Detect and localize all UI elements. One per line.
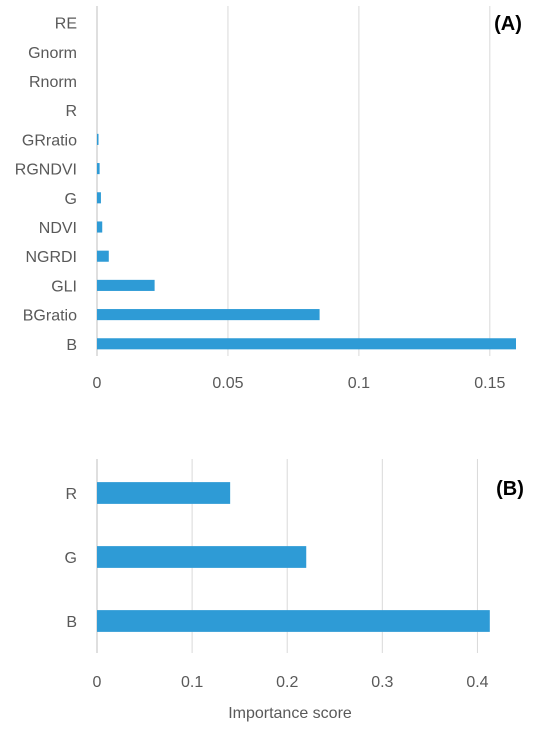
category-label-a-b: B [66,337,77,354]
category-label-a-grratio: GRratio [22,132,77,149]
bar-b-b [97,610,490,632]
x-tick-label-a-2: 0.1 [348,375,370,392]
bar-a-rgndvi [97,163,100,175]
x-tick-label-b-1: 0.1 [181,674,203,691]
category-label-b-b: B [66,614,77,631]
bar-b-g [97,546,307,568]
x-axis-title-b: Importance score [228,705,352,722]
category-label-a-r: R [65,103,77,120]
category-label-b-g: G [65,550,77,567]
chart-panel-b: R G B 0 0.1 0.2 0.3 0.4 (B) Importance score [65,459,524,722]
x-tick-label-b-2: 0.2 [276,674,298,691]
category-label-a-gnorm: Gnorm [28,45,77,62]
bar-a-ndvi [97,221,103,233]
chart-panel-a: RE Gnorm Rnorm R GRratio RGNDVI G NDVI NGRDI GLI B… [15,6,522,392]
bar-a-g [97,192,101,204]
panel-label-b: (B) [496,478,524,500]
category-label-a-gli: GLI [51,278,77,295]
bar-a-gli [97,279,155,291]
category-label-a-rnorm: Rnorm [29,74,77,91]
bar-a-b [97,338,516,350]
x-tick-label-b-3: 0.3 [371,674,393,691]
category-label-b-r: R [65,486,77,503]
bar-b-r [97,482,231,504]
x-tick-label-b-0: 0 [93,674,102,691]
category-label-a-g: G [65,191,77,208]
panel-label-a: (A) [494,13,522,35]
bar-a-grratio [97,133,99,145]
category-label-a-re: RE [55,16,77,33]
bar-a-bgratio [97,309,320,321]
category-label-a-ndvi: NDVI [39,220,77,237]
category-label-a-ngrdi: NGRDI [25,249,77,266]
bar-a-ngrdi [97,250,109,262]
x-tick-label-a-0: 0 [93,375,102,392]
category-label-a-bgratio: BGratio [23,308,77,325]
category-label-a-rgndvi: RGNDVI [15,162,77,179]
x-tick-label-a-1: 0.05 [212,375,243,392]
x-tick-label-a-3: 0.15 [474,375,505,392]
x-tick-label-b-4: 0.4 [466,674,488,691]
